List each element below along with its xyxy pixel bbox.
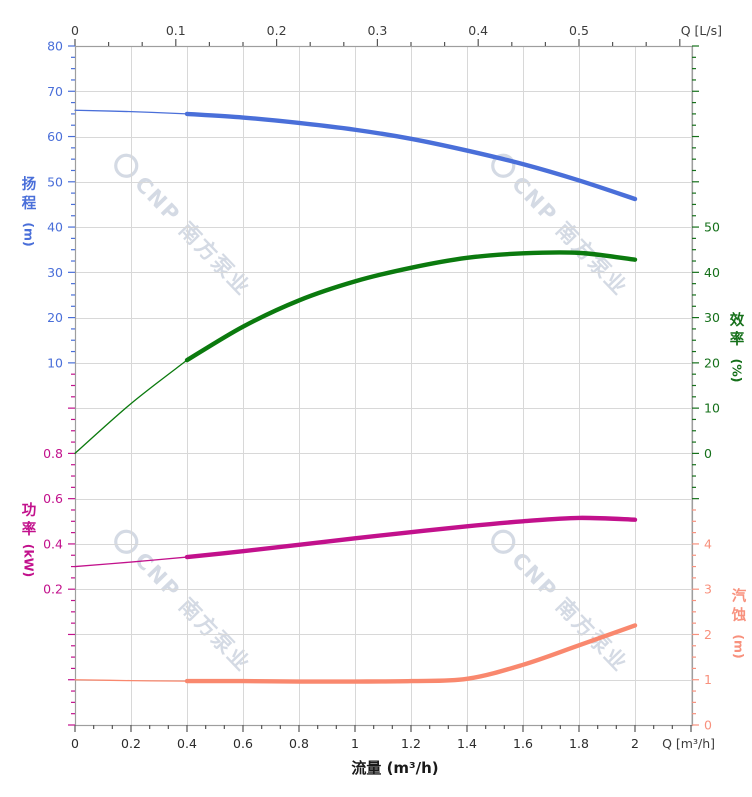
watermark: CNP 南方泵业 [106, 522, 258, 678]
power-axis-unit: (kW) [21, 543, 37, 577]
npsh-curve-thick [184, 623, 638, 684]
head-axis-labels-item: 80 [47, 39, 63, 54]
head-axis-labels-item: 20 [47, 310, 63, 325]
head-axis-labels-item: 10 [47, 355, 63, 370]
cnp-logo-icon [114, 529, 139, 554]
efficiency-axis-labels-item: 50 [704, 220, 720, 235]
head-axis-unit: (m) [21, 221, 37, 247]
power-axis-title: 功率 (kW) [14, 502, 44, 577]
bottom-tick-label: 2 [631, 736, 639, 751]
plot-border [74, 45, 694, 727]
efficiency-axis-labels-item: 30 [704, 310, 720, 325]
efficiency-curve-thin [74, 359, 188, 455]
npsh-axis-title-text: 汽蚀 [731, 589, 747, 624]
efficiency-axis-labels-item: 10 [704, 401, 720, 416]
right-axis-ticks [692, 45, 699, 726]
efficiency-curve-thick [184, 250, 638, 363]
top-axis-ticks [74, 39, 681, 46]
bottom-tick-label: 1.8 [569, 736, 589, 751]
power-axis-labels-item: 0.6 [43, 491, 63, 506]
power-axis-labels: 0.8 0.6 0.4 0.2 [43, 446, 63, 597]
power-curve-thick [184, 515, 638, 560]
watermark: CNP 南方泵业 [483, 522, 635, 678]
npsh-axis-unit: (m) [731, 633, 747, 659]
npsh-axis-labels-item: 0 [704, 718, 712, 733]
head-curve [74, 109, 638, 202]
head-axis-labels-item: 70 [47, 84, 63, 99]
head-curve-thick [184, 111, 638, 202]
npsh-curve [74, 623, 638, 684]
flow-axis-title: 流量 (m³/h) [351, 759, 439, 777]
watermark: CNP 南方泵业 [106, 146, 258, 302]
power-axis-labels-item: 0.4 [43, 536, 63, 551]
top-tick-label: 0.4 [468, 23, 488, 38]
top-tick-label: 0.5 [569, 23, 589, 38]
top-tick-label: 0 [71, 23, 79, 38]
top-axis-labels: 0 0.1 0.2 0.3 0.4 0.5 [71, 23, 589, 38]
npsh-axis-labels-item: 4 [704, 536, 712, 551]
npsh-axis-title: 汽蚀 (m) [724, 588, 752, 658]
efficiency-axis-labels-item: 0 [704, 446, 712, 461]
efficiency-axis-title-text: 效率 [729, 313, 745, 348]
bottom-axis-unit-label: Q [m³/h] [662, 736, 715, 751]
head-axis-labels-item: 30 [47, 265, 63, 280]
bottom-tick-label: 0.6 [233, 736, 253, 751]
bottom-tick-label: 0.4 [177, 736, 197, 751]
head-axis-labels-item: 40 [47, 220, 63, 235]
efficiency-axis-labels-item: 40 [704, 265, 720, 280]
bottom-tick-label: 1.2 [401, 736, 421, 751]
power-axis-title-text: 功率 [21, 503, 37, 538]
cnp-logo-icon [114, 153, 139, 178]
npsh-axis-labels-item: 3 [704, 582, 712, 597]
top-tick-label: 0.3 [367, 23, 387, 38]
bottom-tick-label: 1.6 [513, 736, 533, 751]
grid [75, 46, 692, 726]
bottom-tick-label: 0 [71, 736, 79, 751]
top-axis-unit-label: Q [L/s] [680, 23, 722, 38]
npsh-axis-labels: 4 3 2 1 0 [704, 536, 712, 732]
efficiency-axis-labels: 50 40 30 20 10 0 [704, 220, 720, 461]
npsh-axis-labels-item: 1 [704, 672, 712, 687]
efficiency-axis-unit: (%) [729, 358, 745, 383]
bottom-axis-ticks [74, 725, 692, 732]
bottom-tick-label: 1 [351, 736, 359, 751]
efficiency-curve [74, 250, 638, 455]
left-axis-ticks [68, 45, 75, 726]
power-curve [74, 515, 638, 568]
npsh-curve-thin [74, 679, 188, 682]
bottom-axis-labels: 0 0.2 0.4 0.6 0.8 1 1.2 1.4 1.6 1.8 2 [71, 736, 639, 751]
head-axis-title-text: 扬程 [21, 177, 37, 212]
cnp-logo-icon [491, 529, 516, 554]
head-axis-labels-item: 50 [47, 174, 63, 189]
bottom-tick-label: 0.8 [289, 736, 309, 751]
head-axis-title: 扬程 (m) [14, 176, 44, 246]
head-axis-labels-item: 60 [47, 129, 63, 144]
efficiency-axis-title: 效率 (%) [722, 312, 752, 382]
top-tick-label: 0.1 [166, 23, 186, 38]
bottom-tick-label: 0.2 [121, 736, 141, 751]
head-axis-labels: 80 70 60 50 40 30 20 10 [47, 39, 63, 371]
power-axis-labels-item: 0.2 [43, 582, 63, 597]
bottom-tick-label: 1.4 [457, 736, 477, 751]
efficiency-axis-labels-item: 20 [704, 355, 720, 370]
head-curve-thin [74, 109, 188, 115]
npsh-axis-labels-item: 2 [704, 627, 712, 642]
top-tick-label: 0.2 [267, 23, 287, 38]
power-curve-thin [74, 556, 188, 568]
power-axis-labels-item: 0.8 [43, 446, 63, 461]
